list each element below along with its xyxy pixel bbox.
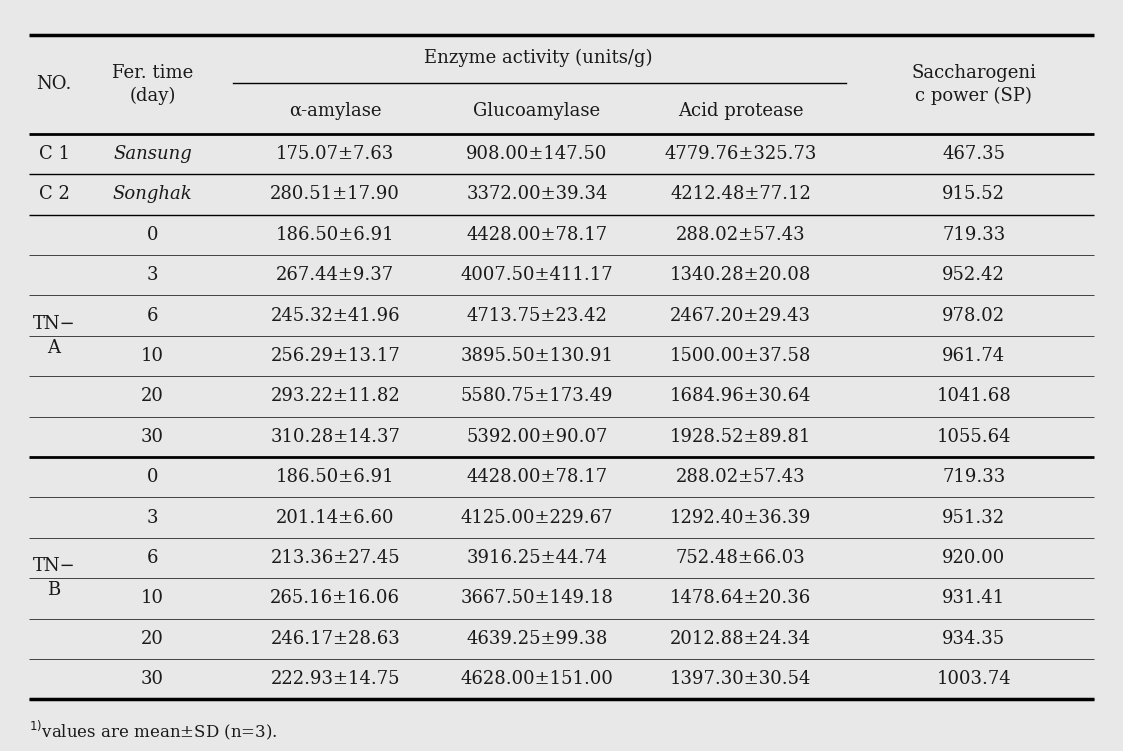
Text: 186.50±6.91: 186.50±6.91 bbox=[276, 226, 394, 244]
Text: 288.02±57.43: 288.02±57.43 bbox=[676, 469, 805, 486]
Text: 20: 20 bbox=[141, 630, 164, 648]
Text: 1041.68: 1041.68 bbox=[937, 388, 1011, 406]
Text: 4639.25±99.38: 4639.25±99.38 bbox=[466, 630, 608, 648]
Text: 186.50±6.91: 186.50±6.91 bbox=[276, 469, 394, 486]
Text: 719.33: 719.33 bbox=[942, 226, 1005, 244]
Text: 245.32±41.96: 245.32±41.96 bbox=[271, 306, 400, 324]
Text: 4628.00±151.00: 4628.00±151.00 bbox=[460, 671, 613, 688]
Text: 719.33: 719.33 bbox=[942, 469, 1005, 486]
Text: 6: 6 bbox=[147, 306, 158, 324]
Text: 30: 30 bbox=[141, 671, 164, 688]
Text: 3: 3 bbox=[147, 267, 158, 284]
Text: 20: 20 bbox=[141, 388, 164, 406]
Text: 2012.88±24.34: 2012.88±24.34 bbox=[670, 630, 811, 648]
Text: Saccharogeni
c power (SP): Saccharogeni c power (SP) bbox=[911, 64, 1037, 105]
Text: Songhak: Songhak bbox=[112, 185, 192, 204]
Text: 752.48±66.03: 752.48±66.03 bbox=[676, 549, 805, 567]
Text: 934.35: 934.35 bbox=[942, 630, 1005, 648]
Text: 10: 10 bbox=[141, 590, 164, 608]
Text: 4212.48±77.12: 4212.48±77.12 bbox=[670, 185, 811, 204]
Text: C 2: C 2 bbox=[38, 185, 70, 204]
Text: Fer. time
(day): Fer. time (day) bbox=[112, 64, 193, 105]
Text: 213.36±27.45: 213.36±27.45 bbox=[271, 549, 400, 567]
Text: 4125.00±229.67: 4125.00±229.67 bbox=[460, 508, 613, 526]
Text: 0: 0 bbox=[147, 226, 158, 244]
Text: 2467.20±29.43: 2467.20±29.43 bbox=[670, 306, 811, 324]
Text: 1500.00±37.58: 1500.00±37.58 bbox=[670, 347, 812, 365]
Text: 915.52: 915.52 bbox=[942, 185, 1005, 204]
Text: 280.51±17.90: 280.51±17.90 bbox=[271, 185, 400, 204]
Text: 978.02: 978.02 bbox=[942, 306, 1005, 324]
Text: 1928.52±89.81: 1928.52±89.81 bbox=[670, 428, 812, 446]
Text: 5392.00±90.07: 5392.00±90.07 bbox=[466, 428, 608, 446]
Text: 3: 3 bbox=[147, 508, 158, 526]
Text: 467.35: 467.35 bbox=[942, 145, 1005, 163]
Text: Acid protease: Acid protease bbox=[678, 102, 803, 120]
Text: 4713.75±23.42: 4713.75±23.42 bbox=[466, 306, 608, 324]
Text: 1003.74: 1003.74 bbox=[937, 671, 1011, 688]
Text: 920.00: 920.00 bbox=[942, 549, 1005, 567]
Text: 3895.50±130.91: 3895.50±130.91 bbox=[460, 347, 613, 365]
Text: 4428.00±78.17: 4428.00±78.17 bbox=[466, 226, 608, 244]
Text: 5580.75±173.49: 5580.75±173.49 bbox=[460, 388, 613, 406]
Text: 310.28±14.37: 310.28±14.37 bbox=[271, 428, 400, 446]
Text: 175.07±7.63: 175.07±7.63 bbox=[276, 145, 394, 163]
Text: Glucoamylase: Glucoamylase bbox=[473, 102, 601, 120]
Text: 1478.64±20.36: 1478.64±20.36 bbox=[670, 590, 811, 608]
Text: 1055.64: 1055.64 bbox=[937, 428, 1011, 446]
Text: 293.22±11.82: 293.22±11.82 bbox=[271, 388, 400, 406]
Text: 3667.50±149.18: 3667.50±149.18 bbox=[460, 590, 613, 608]
Text: 201.14±6.60: 201.14±6.60 bbox=[276, 508, 394, 526]
Text: 222.93±14.75: 222.93±14.75 bbox=[271, 671, 400, 688]
Text: 265.16±16.06: 265.16±16.06 bbox=[271, 590, 400, 608]
Text: 3372.00±39.34: 3372.00±39.34 bbox=[466, 185, 608, 204]
Text: 1340.28±20.08: 1340.28±20.08 bbox=[670, 267, 812, 284]
Text: 0: 0 bbox=[147, 469, 158, 486]
Text: 4007.50±411.17: 4007.50±411.17 bbox=[460, 267, 613, 284]
Text: TN−
B: TN− B bbox=[33, 557, 75, 599]
Text: 10: 10 bbox=[141, 347, 164, 365]
Text: 267.44±9.37: 267.44±9.37 bbox=[276, 267, 394, 284]
Text: 1292.40±36.39: 1292.40±36.39 bbox=[670, 508, 812, 526]
Text: 246.17±28.63: 246.17±28.63 bbox=[271, 630, 400, 648]
Text: 1397.30±30.54: 1397.30±30.54 bbox=[670, 671, 812, 688]
Text: Sansung: Sansung bbox=[113, 145, 192, 163]
Text: 6: 6 bbox=[147, 549, 158, 567]
Text: 3916.25±44.74: 3916.25±44.74 bbox=[466, 549, 608, 567]
Text: 952.42: 952.42 bbox=[942, 267, 1005, 284]
Text: 908.00±147.50: 908.00±147.50 bbox=[466, 145, 608, 163]
Text: 4779.76±325.73: 4779.76±325.73 bbox=[665, 145, 816, 163]
Text: 288.02±57.43: 288.02±57.43 bbox=[676, 226, 805, 244]
Text: Enzyme activity (units/g): Enzyme activity (units/g) bbox=[423, 49, 652, 68]
Text: NO.: NO. bbox=[36, 75, 72, 93]
Text: TN−
A: TN− A bbox=[33, 315, 75, 357]
Text: 961.74: 961.74 bbox=[942, 347, 1005, 365]
Text: C 1: C 1 bbox=[38, 145, 70, 163]
Text: $^{1)}$values are mean±SD (n=3).: $^{1)}$values are mean±SD (n=3). bbox=[29, 718, 279, 742]
Text: 1684.96±30.64: 1684.96±30.64 bbox=[670, 388, 812, 406]
Text: 951.32: 951.32 bbox=[942, 508, 1005, 526]
Text: 256.29±13.17: 256.29±13.17 bbox=[271, 347, 400, 365]
Text: 30: 30 bbox=[141, 428, 164, 446]
Text: α-amylase: α-amylase bbox=[289, 102, 382, 120]
Text: 931.41: 931.41 bbox=[942, 590, 1005, 608]
Text: 4428.00±78.17: 4428.00±78.17 bbox=[466, 469, 608, 486]
